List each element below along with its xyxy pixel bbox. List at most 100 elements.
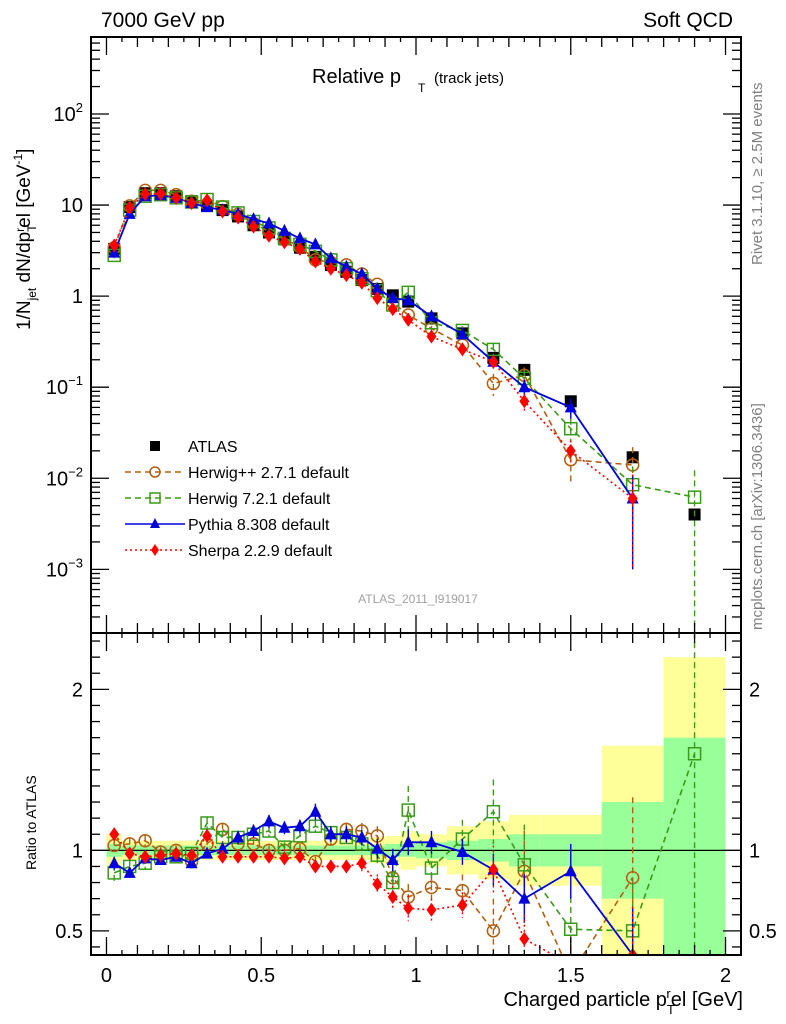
legend-entry: Herwig++ 2.7.1 default — [125, 465, 350, 482]
ratio-point — [294, 849, 305, 864]
ratio-y-tick-label: 0.5 — [55, 921, 83, 943]
data-point — [519, 394, 530, 409]
legend-marker — [149, 466, 161, 478]
data-point — [233, 210, 244, 225]
data-point — [293, 231, 306, 244]
data-point — [356, 275, 367, 290]
legend-label: Herwig++ 2.7.1 default — [188, 465, 350, 482]
data-point — [294, 241, 305, 256]
data-point — [386, 291, 399, 304]
ratio-point — [216, 841, 229, 854]
ratio-point — [564, 922, 578, 936]
y-tick-exponent: 2 — [76, 100, 83, 115]
main-series-group — [107, 183, 702, 633]
ratio-point — [278, 820, 291, 833]
ratio-point — [247, 824, 260, 837]
ratio-point — [564, 864, 577, 877]
rivet-version-label: Rivet 3.1.10, ≥ 2.5M events — [749, 83, 766, 266]
ratio-point — [403, 901, 414, 916]
ratio-point — [425, 835, 438, 848]
ratio-point — [233, 849, 244, 864]
ratio-point — [171, 846, 182, 861]
data-point — [202, 193, 213, 208]
ratio-y-tick-label: 2 — [72, 679, 83, 701]
y-tick-exponent: −3 — [68, 555, 83, 570]
ratio-point — [262, 814, 275, 827]
main-plot-area: 10−3 10−2 10−1 1 10 102 — [46, 36, 742, 634]
data-point — [324, 251, 337, 264]
data-point — [564, 421, 578, 436]
ratio-point — [325, 859, 336, 874]
ratio-line — [113, 833, 633, 955]
ratio-point — [309, 804, 322, 817]
ratio-point — [263, 849, 274, 864]
legend-label: Herwig 7.2.1 default — [188, 491, 331, 508]
data-point — [456, 327, 469, 340]
data-point — [171, 190, 182, 205]
legend-marker — [150, 441, 160, 451]
ratio-point — [155, 848, 166, 863]
ratio-point — [424, 861, 439, 875]
y-tick-label: 10−1 — [46, 373, 83, 399]
legend-marker — [150, 518, 160, 528]
data-point — [341, 268, 352, 283]
ratio-y-tick-label-right: 0.5 — [749, 921, 777, 943]
data-point — [325, 261, 336, 276]
ratio-point — [387, 890, 398, 905]
data-point — [186, 196, 197, 211]
ratio-point — [519, 931, 530, 946]
ratio-plot-area: 0.5 0.5 1 1 2 2 0 0.5 1 1.5 2 — [55, 632, 777, 987]
ratio-point — [138, 833, 152, 848]
ratio-point — [324, 827, 337, 840]
header-beam-label: 7000 GeV pp — [101, 9, 225, 32]
ratio-point — [488, 862, 499, 877]
ratio-point — [341, 859, 352, 874]
ratio-point — [108, 856, 121, 869]
data-point — [155, 186, 166, 201]
ratio-point — [109, 827, 120, 842]
data-point — [109, 238, 120, 253]
data-point — [371, 281, 384, 294]
ratio-point — [355, 830, 368, 843]
data-point — [403, 312, 414, 327]
data-point — [488, 354, 499, 369]
data-point — [262, 216, 275, 229]
data-point — [309, 237, 322, 250]
x-axis-label: Charged particle pTrel [GeV] — [503, 986, 743, 1017]
ratio-y-tick-label: 1 — [72, 840, 83, 862]
y-tick-label: 10 — [61, 195, 83, 217]
ratio-point — [687, 747, 702, 761]
x-tick-label: 1.5 — [557, 965, 585, 987]
data-point — [565, 443, 576, 458]
legend-label: Pythia 8.308 default — [188, 517, 330, 534]
data-point — [687, 490, 702, 504]
ratio-point — [518, 891, 531, 904]
legend-entry: Pythia 8.308 default — [125, 517, 330, 534]
svg-text:1/Njet dN/dpTrel [GeV-1]: 1/Njet dN/dpTrel [GeV-1] — [11, 149, 39, 330]
ratio-line — [114, 828, 634, 955]
ratio-point — [486, 924, 501, 938]
ratio-point — [424, 880, 439, 895]
series-sherpa-2-2-9-default — [109, 186, 638, 570]
y-tick-exponent: −2 — [68, 464, 83, 479]
ratio-point — [517, 858, 532, 872]
data-point — [310, 254, 321, 269]
y-tick-label: 1 — [72, 286, 83, 308]
data-point — [372, 291, 383, 306]
data-point — [627, 491, 638, 506]
ratio-series-sherpa-2-2-9-default — [109, 827, 638, 955]
ratio-point — [124, 846, 135, 861]
ratio-point — [217, 849, 228, 864]
ratio-point — [402, 835, 415, 848]
ratio-point — [457, 898, 468, 913]
title-suffix: (track jets) — [434, 70, 504, 87]
data-point — [279, 235, 290, 250]
legend-entry: Herwig 7.2.1 default — [125, 491, 331, 508]
data-point — [518, 380, 531, 393]
ratio-point — [372, 877, 383, 892]
ratio-point — [455, 883, 470, 898]
ratio-point — [248, 849, 259, 864]
data-point — [140, 187, 151, 202]
title-text: Relative p — [312, 66, 401, 88]
